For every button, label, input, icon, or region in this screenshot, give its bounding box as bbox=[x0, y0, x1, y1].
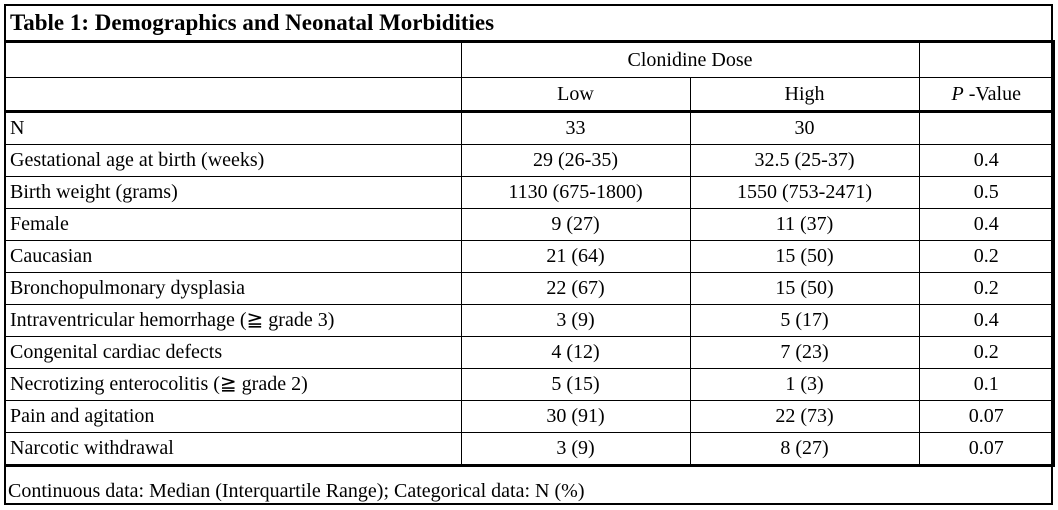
header-row-group: Clonidine Dose bbox=[4, 40, 1055, 78]
low-dose-cell: 4 (12) bbox=[460, 336, 691, 369]
row-label-cell: Caucasian bbox=[4, 240, 462, 273]
row-label-cell: N bbox=[4, 111, 462, 145]
low-dose-cell: 1130 (675-1800) bbox=[460, 176, 691, 209]
high-dose-cell: 30 bbox=[689, 111, 920, 145]
row-label-cell: Bronchopulmonary dysplasia bbox=[4, 272, 462, 305]
header-row-columns: Low High P -Value bbox=[4, 77, 1055, 113]
p-value-cell: 0.2 bbox=[918, 336, 1055, 369]
row-label-cell: Female bbox=[4, 208, 462, 241]
high-dose-cell: 22 (73) bbox=[689, 400, 920, 433]
table-row: Caucasian 21 (64) 15 (50) 0.2 bbox=[4, 240, 1055, 273]
p-value-header: P -Value bbox=[918, 77, 1055, 113]
header-empty-cell bbox=[4, 40, 462, 78]
high-dose-cell: 15 (50) bbox=[689, 272, 920, 305]
table-title: Table 1: Demographics and Neonatal Morbi… bbox=[10, 10, 495, 35]
low-dose-cell: 33 bbox=[460, 111, 691, 145]
table-row: Bronchopulmonary dysplasia 22 (67) 15 (50)… bbox=[4, 272, 1055, 305]
p-italic-label: P bbox=[951, 82, 964, 105]
p-value-cell: 0.4 bbox=[918, 304, 1055, 337]
p-value-cell: 0.4 bbox=[918, 144, 1055, 177]
p-value-cell: 0.2 bbox=[918, 240, 1055, 273]
low-dose-cell: 22 (67) bbox=[460, 272, 691, 305]
table-row: Gestational age at birth (weeks) 29 (26-3… bbox=[4, 144, 1055, 177]
low-dose-cell: 29 (26-35) bbox=[460, 144, 691, 177]
low-dose-cell: 21 (64) bbox=[460, 240, 691, 273]
row-label-cell: Gestational age at birth (weeks) bbox=[4, 144, 462, 177]
low-dose-cell: 30 (91) bbox=[460, 400, 691, 433]
high-dose-cell: 15 (50) bbox=[689, 240, 920, 273]
high-dose-cell: 1550 (753-2471) bbox=[689, 176, 920, 209]
demographics-table: Clonidine Dose Low High P -Value N 33 30 Ge… bbox=[4, 40, 1055, 467]
low-dose-cell: 3 (9) bbox=[460, 432, 691, 467]
clonidine-dose-header: Clonidine Dose bbox=[460, 40, 920, 78]
high-dose-cell: 7 (23) bbox=[689, 336, 920, 369]
row-label-cell: Intraventricular hemorrhage (≧ grade 3) bbox=[4, 304, 462, 337]
row-label-cell: Narcotic withdrawal bbox=[4, 432, 462, 467]
table-row: Birth weight (grams) 1130 (675-1800) 1550 … bbox=[4, 176, 1055, 209]
row-label-cell: Congenital cardiac defects bbox=[4, 336, 462, 369]
p-value-label: -Value bbox=[963, 82, 1021, 105]
header-empty-p-cell bbox=[918, 40, 1055, 78]
row-label-cell: Pain and agitation bbox=[4, 400, 462, 433]
p-value-cell: 0.5 bbox=[918, 176, 1055, 209]
low-dose-cell: 3 (9) bbox=[460, 304, 691, 337]
high-dose-cell: 32.5 (25-37) bbox=[689, 144, 920, 177]
low-dose-header: Low bbox=[460, 77, 691, 113]
table-row: Intraventricular hemorrhage (≧ grade 3) 3… bbox=[4, 304, 1055, 337]
table-row: Female 9 (27) 11 (37) 0.4 bbox=[4, 208, 1055, 241]
table-row: Narcotic withdrawal 3 (9) 8 (27) 0.07 bbox=[4, 432, 1055, 467]
high-dose-cell: 11 (37) bbox=[689, 208, 920, 241]
row-label-cell: Birth weight (grams) bbox=[4, 176, 462, 209]
row-label-cell: Necrotizing enterocolitis (≧ grade 2) bbox=[4, 368, 462, 401]
high-dose-cell: 8 (27) bbox=[689, 432, 920, 467]
table-row: N 33 30 bbox=[4, 111, 1055, 145]
p-value-cell: 0.1 bbox=[918, 368, 1055, 401]
p-value-cell: 0.2 bbox=[918, 272, 1055, 305]
p-value-cell: 0.4 bbox=[918, 208, 1055, 241]
p-value-cell: 0.07 bbox=[918, 432, 1055, 467]
header-empty-cell bbox=[4, 77, 462, 113]
high-dose-cell: 1 (3) bbox=[689, 368, 920, 401]
high-dose-cell: 5 (17) bbox=[689, 304, 920, 337]
low-dose-cell: 5 (15) bbox=[460, 368, 691, 401]
table-row: Necrotizing enterocolitis (≧ grade 2) 5 (… bbox=[4, 368, 1055, 401]
p-value-cell: 0.07 bbox=[918, 400, 1055, 433]
footnote: Continuous data: Median (Interquartile R… bbox=[8, 480, 585, 502]
table-row: Pain and agitation 30 (91) 22 (73) 0.07 bbox=[4, 400, 1055, 433]
high-dose-header: High bbox=[689, 77, 920, 113]
low-dose-cell: 9 (27) bbox=[460, 208, 691, 241]
table-row: Congenital cardiac defects 4 (12) 7 (23) 0.… bbox=[4, 336, 1055, 369]
p-value-cell bbox=[918, 111, 1055, 145]
